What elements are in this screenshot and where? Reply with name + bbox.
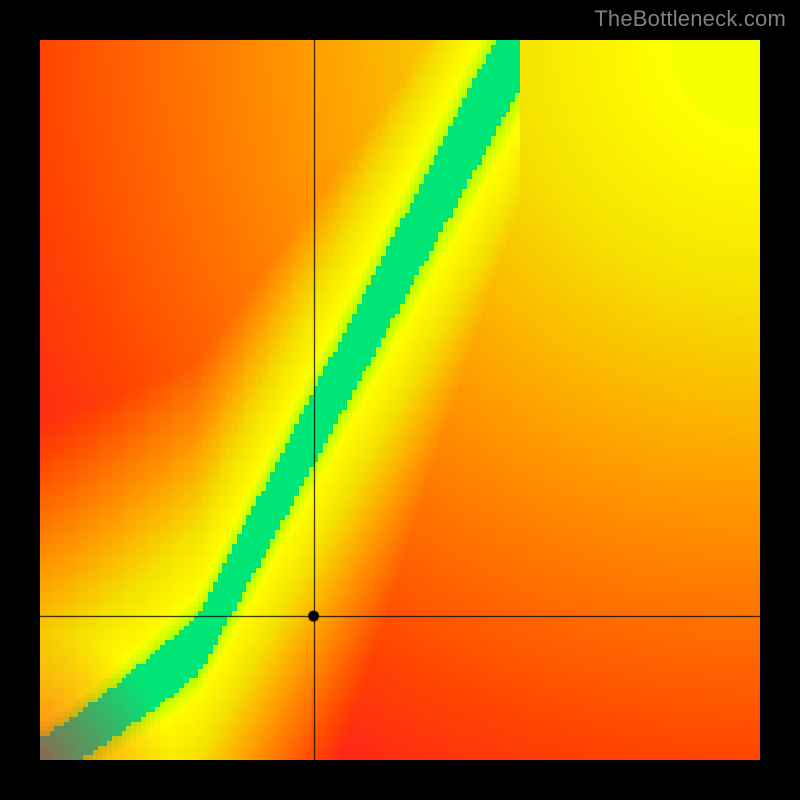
watermark-text: TheBottleneck.com xyxy=(594,6,786,32)
overlay-canvas xyxy=(40,40,760,760)
